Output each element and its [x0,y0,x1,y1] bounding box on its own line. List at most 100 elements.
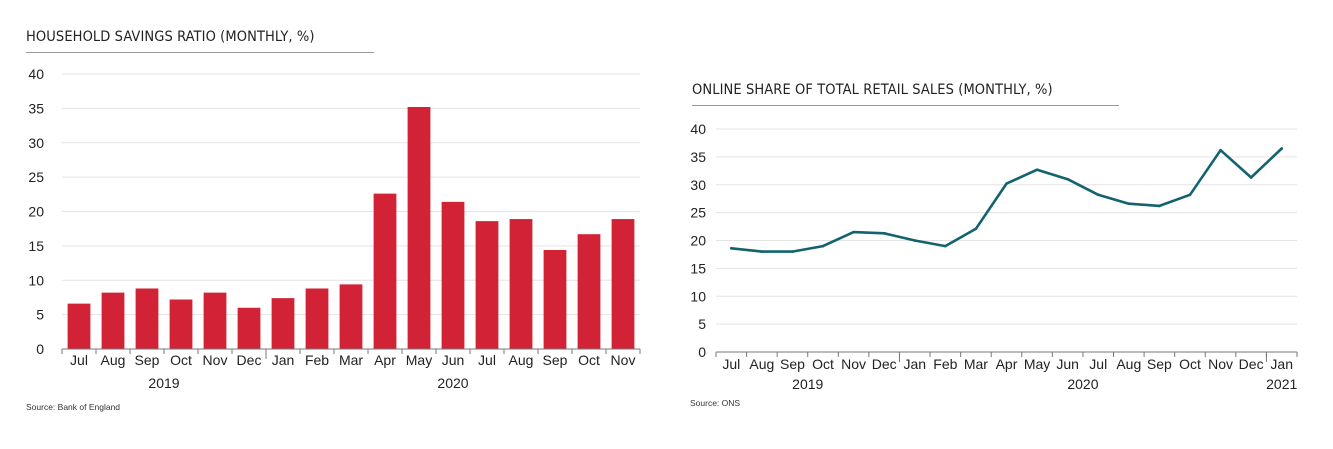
x-tick-label: Jun [442,352,465,368]
year-label: 2021 [1266,376,1297,392]
x-tick-label: Nov [611,352,636,368]
data-point [1219,148,1222,152]
y-tick-label: 15 [690,260,706,276]
bar [67,303,91,349]
bar [509,219,533,349]
bar [441,201,465,349]
data-point [974,227,978,231]
data-point [944,244,947,248]
y-tick-label: 20 [28,204,44,220]
bar [101,292,125,349]
data-point [821,244,825,248]
data-point [913,239,917,242]
data-point [1127,202,1131,206]
x-tick-label: Jun [1056,356,1079,372]
x-tick-label: Sep [780,356,805,372]
y-tick-label: 35 [28,100,44,116]
x-tick-label: Nov [841,356,866,372]
bar [577,234,601,349]
bar [135,288,159,349]
y-tick-label: 40 [690,121,706,137]
chart-2-source: Source: ONS [690,398,741,408]
data-point [1096,193,1100,197]
y-tick-label: 40 [28,66,44,82]
x-tick-label: Oct [812,356,834,372]
x-tick-label: Aug [749,356,774,372]
series-line [729,147,1283,253]
data-point [729,247,733,250]
x-tick-label: Jul [70,352,88,368]
x-tick-label: Mar [964,356,988,372]
y-tick-label: 30 [690,177,706,193]
x-tick-label: Jul [1089,356,1107,372]
y-tick-label: 10 [690,288,706,304]
chart-2-title-rule [692,105,1119,106]
y-tick-label: 10 [28,272,44,288]
y-tick-label: 5 [36,307,44,323]
x-tick-label: Nov [203,352,228,368]
y-tick-label: 0 [36,341,44,357]
bar [611,219,635,349]
year-label: 2020 [437,375,468,391]
data-point [1005,182,1008,185]
x-tick-label: Aug [1116,356,1141,372]
x-tick-label: Jan [1270,356,1293,372]
chart-1-title: HOUSEHOLD SAVINGS RATIO (MONTHLY, %) [26,29,315,45]
y-tick-label: 35 [690,149,706,165]
bar [543,250,567,349]
x-tick-label: Sep [543,352,568,368]
y-tick-label: 25 [690,205,706,221]
data-point [760,250,764,253]
x-tick-label: May [1024,356,1050,372]
data-point [791,250,794,253]
data-point [1188,193,1192,197]
x-tick-label: Sep [1147,356,1172,372]
year-label: 2019 [148,375,179,391]
x-tick-label: Dec [872,356,897,372]
y-tick-label: 15 [28,238,44,254]
x-tick-label: Oct [1179,356,1201,372]
x-tick-label: Sep [135,352,160,368]
x-tick-label: Jul [722,356,740,372]
x-tick-label: Jan [272,352,295,368]
bar [237,307,261,349]
x-tick-label: Jan [903,356,926,372]
y-tick-label: 20 [690,233,706,249]
data-point [882,231,886,235]
y-tick-label: 0 [698,344,706,360]
x-tick-label: Feb [933,356,957,372]
bar [407,107,431,349]
x-tick-label: Aug [509,352,534,368]
bar [169,299,193,349]
bar [203,292,227,349]
chart-1-title-rule [26,52,374,53]
bar [305,288,329,349]
y-tick-label: 30 [28,135,44,151]
x-tick-label: Nov [1208,356,1233,372]
x-tick-label: Dec [237,352,262,368]
x-tick-label: Apr [996,356,1018,372]
x-tick-label: Aug [101,352,126,368]
x-tick-label: Dec [1239,356,1264,372]
bar [373,193,397,349]
x-tick-label: Oct [578,352,600,368]
data-point [1066,177,1069,181]
y-tick-label: 5 [698,316,706,332]
data-point [852,230,855,234]
x-tick-label: Mar [339,352,363,368]
x-tick-label: Jul [478,352,496,368]
data-point [1249,176,1253,179]
y-tick-label: 25 [28,169,44,185]
data-point [1035,168,1039,171]
chart-2-title: ONLINE SHARE OF TOTAL RETAIL SALES (MONT… [692,82,1053,98]
x-tick-label: Apr [374,352,396,368]
x-tick-label: Feb [305,352,329,368]
x-tick-label: May [406,352,432,368]
chart-1-source: Source: Bank of England [26,402,121,412]
x-tick-label: Oct [170,352,192,368]
bar [271,298,295,349]
bar [475,221,499,349]
data-point [1280,147,1284,150]
